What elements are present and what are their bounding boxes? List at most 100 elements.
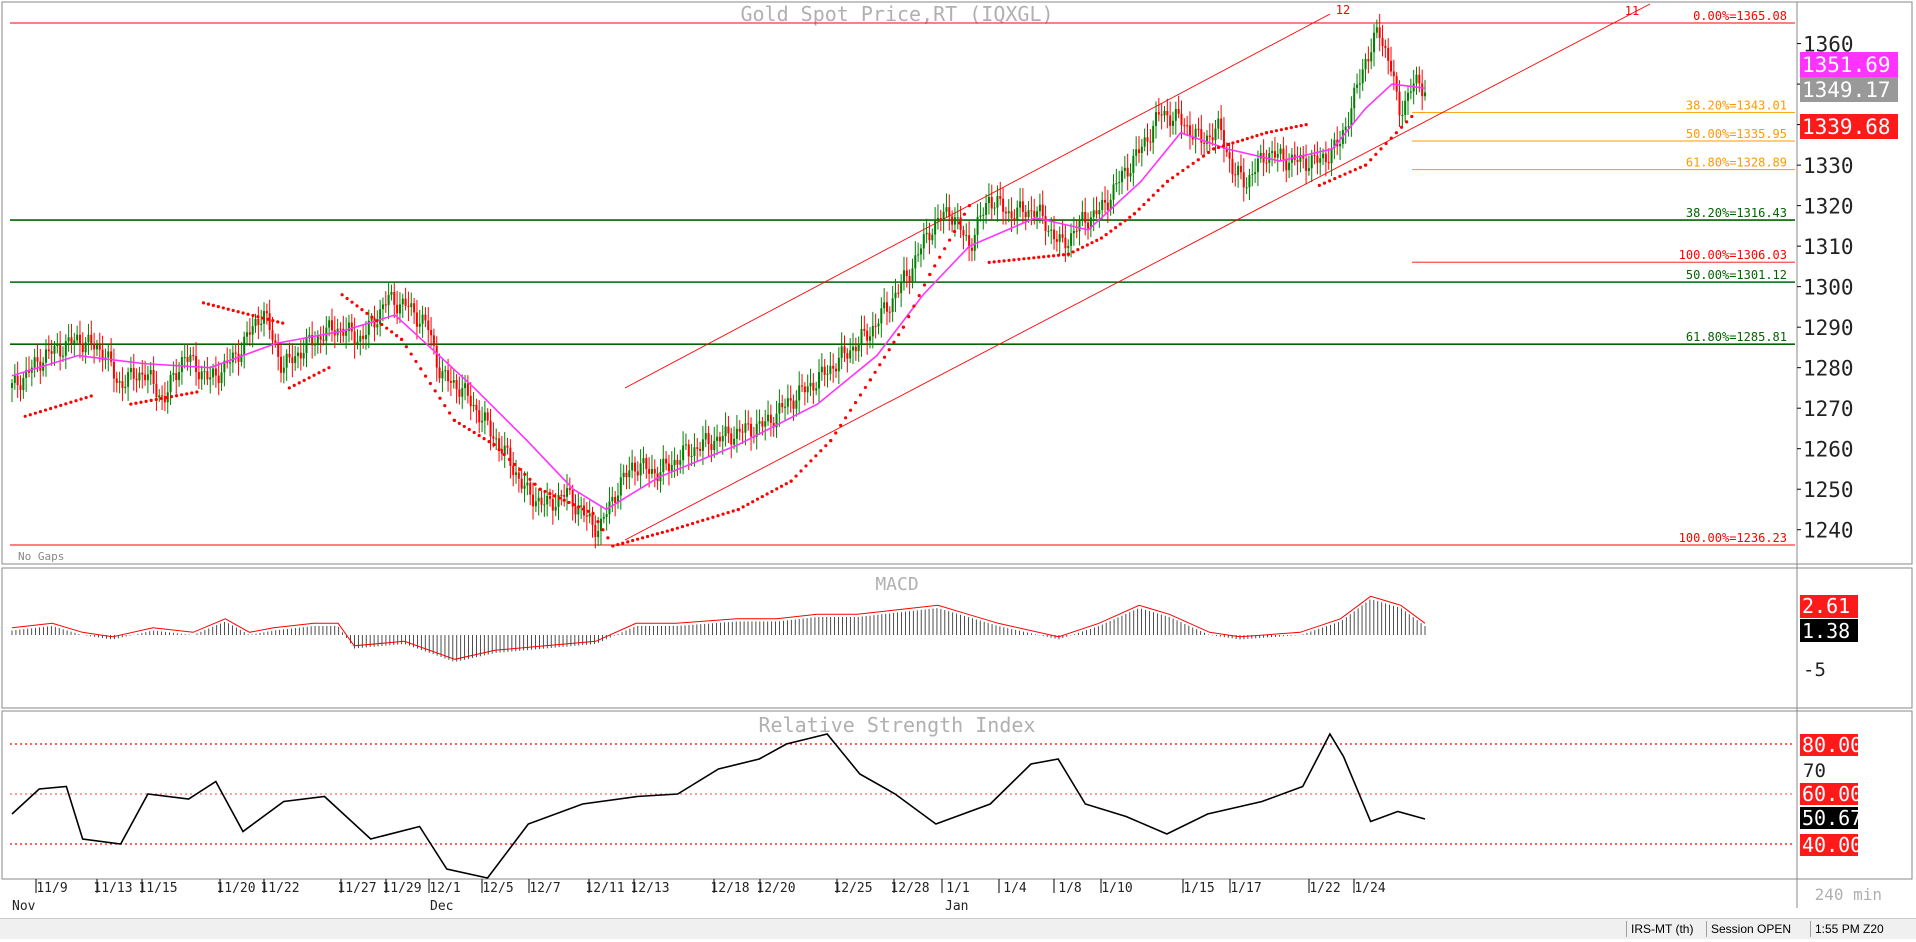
- sar-dot: [824, 444, 828, 448]
- sar-dot: [1236, 139, 1240, 144]
- sar-dot: [746, 502, 750, 506]
- candle-body: [98, 345, 101, 350]
- candle-body: [305, 336, 308, 354]
- candle-body: [820, 366, 823, 373]
- sar-dot: [1322, 181, 1327, 185]
- sar-dot: [1051, 254, 1056, 258]
- rsi-panel[interactable]: Relative Strength Index 80.00 7060.0050.67…: [10, 713, 1862, 879]
- sar-dot: [180, 393, 184, 397]
- candle-body: [1356, 84, 1359, 88]
- candle-body: [212, 368, 215, 378]
- candle-body: [588, 513, 591, 517]
- sar-dot: [1007, 258, 1011, 262]
- candle-body: [101, 349, 104, 361]
- sar-dot: [962, 212, 967, 216]
- sar-dot: [992, 260, 996, 264]
- candle-body: [1135, 149, 1138, 156]
- candle-body: [1409, 91, 1412, 93]
- candle-body: [1324, 153, 1327, 163]
- candle-body: [313, 344, 316, 346]
- sar-dot: [809, 459, 813, 463]
- sar-dot: [251, 313, 255, 318]
- candle-body: [95, 345, 98, 350]
- candle-body: [1160, 114, 1163, 116]
- candle-body: [1149, 141, 1152, 143]
- candle-body: [1030, 210, 1033, 212]
- candle-body: [64, 341, 67, 356]
- sar-dot: [1080, 245, 1085, 249]
- sar-dot: [1343, 172, 1347, 176]
- sar-dot: [84, 395, 88, 400]
- status-session: Session OPEN: [1706, 921, 1811, 937]
- sar-dot: [190, 391, 194, 395]
- sar-dot: [1151, 193, 1155, 197]
- candle-body: [19, 385, 22, 390]
- candle-body: [1378, 27, 1381, 38]
- candle-body: [877, 323, 880, 327]
- sar-dot: [711, 515, 715, 519]
- day-tick-label: 12/11: [585, 881, 624, 896]
- candle-body: [515, 472, 518, 475]
- candle-body: [149, 370, 152, 375]
- day-tick-label: 12/1: [429, 881, 460, 896]
- candle-body: [432, 335, 435, 346]
- candle-body: [367, 320, 370, 336]
- candle-body: [631, 462, 634, 471]
- candle-body: [775, 413, 778, 428]
- candle-body: [115, 378, 118, 383]
- sar-dot: [616, 542, 620, 547]
- candle-body: [832, 365, 835, 369]
- candle-body: [1285, 159, 1288, 171]
- sar-dot: [23, 414, 27, 418]
- sar-dot: [596, 520, 600, 524]
- sar-dot: [626, 540, 630, 544]
- candle-body: [118, 381, 121, 383]
- candle-body: [223, 360, 226, 373]
- candle-body: [353, 331, 356, 345]
- sar-dot: [611, 544, 615, 548]
- sar-dot: [1002, 259, 1006, 263]
- sar-dot: [322, 368, 326, 372]
- day-tick-label: 11/29: [382, 881, 421, 896]
- price-panel[interactable]: Gold Spot Price,RT (IQXGL) 0.00%=1365.08 3…: [10, 2, 1898, 563]
- candle-body: [1361, 69, 1364, 84]
- sar-dot: [297, 381, 301, 385]
- candle-body: [231, 352, 234, 363]
- candle-body: [1313, 155, 1316, 157]
- sar-dot: [174, 394, 179, 398]
- sar-dot: [1176, 172, 1180, 176]
- candle-body: [823, 366, 826, 375]
- candle-body: [1058, 234, 1061, 242]
- candle-body: [294, 356, 297, 364]
- candle-body: [1367, 58, 1370, 62]
- candle-body: [1047, 230, 1050, 232]
- candle-body: [792, 400, 795, 409]
- price-tick-label: 1270: [1803, 397, 1854, 421]
- candle-body: [1381, 37, 1384, 46]
- time-axis: 11/9 11/13 11/15 11/20 11/22 11/27 11/29 12/1 12…: [12, 879, 1882, 914]
- candle-body: [1418, 74, 1421, 84]
- candle-body: [546, 495, 549, 505]
- day-tick-label: 1/1: [946, 881, 969, 896]
- candle-body: [441, 371, 444, 379]
- candle-body: [1112, 184, 1115, 200]
- sar-dot: [472, 430, 476, 435]
- candle-body: [557, 494, 560, 507]
- price-label-upper: 1351.69: [1802, 53, 1891, 77]
- sar-dot: [548, 492, 552, 496]
- macd-panel[interactable]: MACD -5 2.611.38: [11, 574, 1858, 681]
- candle-body: [1398, 91, 1401, 116]
- sar-dot: [1147, 198, 1151, 202]
- candle-body: [854, 346, 857, 352]
- candle-body: [724, 426, 727, 437]
- candle-body: [1163, 110, 1166, 116]
- candle-body: [1259, 152, 1262, 159]
- candle-body: [1194, 128, 1197, 140]
- sar-dot: [706, 517, 710, 521]
- candle-body: [1084, 211, 1087, 223]
- candle-body: [243, 336, 246, 355]
- candle-body: [973, 234, 976, 251]
- candle-body: [1299, 154, 1302, 162]
- day-tick-label: 1/8: [1058, 881, 1081, 896]
